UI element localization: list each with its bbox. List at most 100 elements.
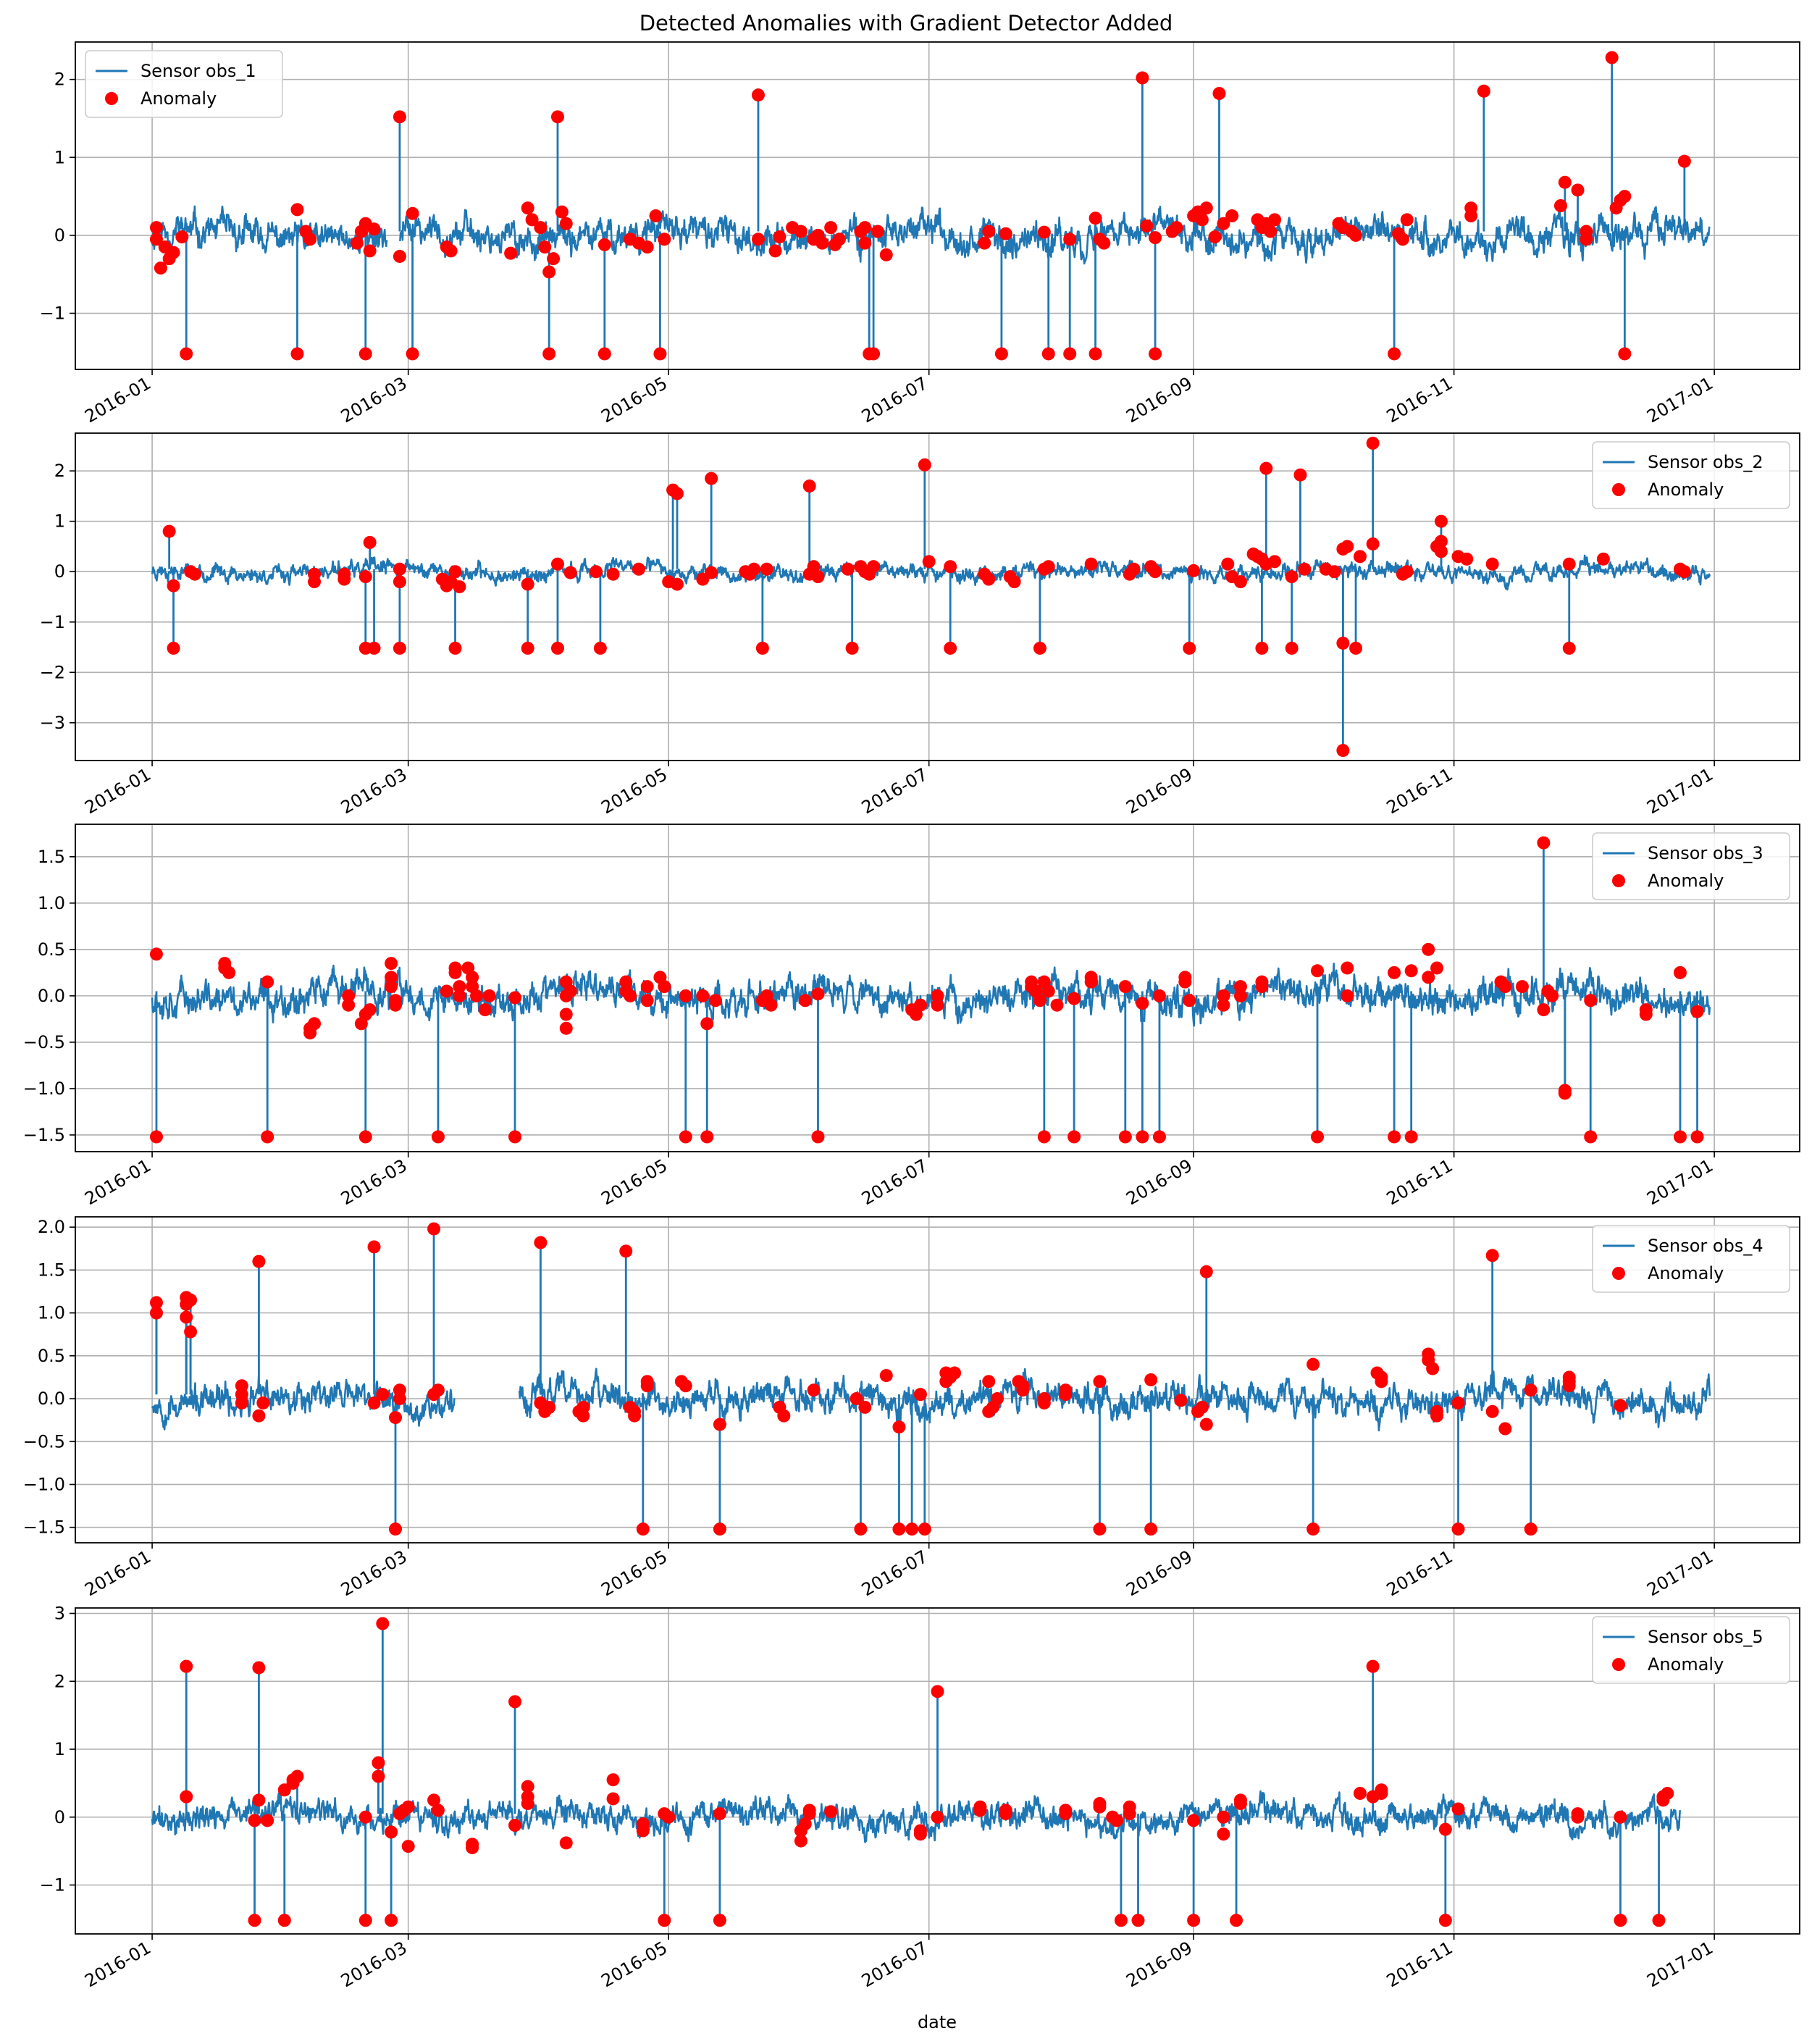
anomaly-point (1187, 564, 1201, 577)
anomaly-point (559, 1008, 573, 1021)
anomaly-point (521, 1797, 534, 1810)
x-tick-label: 2016-09 (1123, 1938, 1196, 1991)
y-tick-label: 1.5 (38, 847, 65, 867)
x-tick-label: 2017-01 (1643, 1546, 1716, 1600)
anomaly-point (1033, 994, 1046, 1008)
anomaly-point (802, 1804, 816, 1817)
anomaly-point (466, 1840, 479, 1854)
anomaly-point (1199, 1417, 1213, 1431)
anomaly-point (393, 110, 406, 124)
anomaly-point (922, 555, 936, 569)
anomaly-point (1558, 1086, 1572, 1100)
anomaly-point (713, 1807, 726, 1821)
anomaly-point (175, 230, 189, 244)
anomaly-point (440, 984, 453, 998)
spikes (168, 443, 1571, 751)
anomaly-point (1545, 989, 1559, 1002)
anomaly-point (1217, 217, 1230, 230)
anomaly-point (1007, 575, 1021, 589)
anomaly-point (358, 1914, 372, 1927)
anomaly-point (1068, 1130, 1081, 1144)
anomaly-point (550, 641, 564, 655)
anomaly-point (824, 221, 838, 235)
anomaly-point (385, 1825, 398, 1839)
anomaly-point (1562, 1375, 1576, 1389)
anomaly-point (1537, 1003, 1551, 1017)
anomaly-point (1485, 1404, 1499, 1418)
anomaly-point (1349, 641, 1363, 655)
anomaly-point (1673, 966, 1687, 979)
anomaly-point (290, 347, 304, 361)
anomaly-point (1349, 228, 1363, 242)
grid (75, 42, 1800, 369)
anomaly-point (1336, 636, 1350, 650)
grid (75, 1217, 1800, 1543)
anomaly-point (1404, 1130, 1418, 1144)
anomaly-point (482, 989, 496, 1002)
y-tick-label: 0 (54, 1807, 65, 1827)
y-tick-label: −0.5 (23, 1431, 65, 1452)
legend-label-sensor: Sensor obs_5 (1648, 1627, 1763, 1647)
anomaly-point (679, 1130, 692, 1144)
x-tick-label: 2016-11 (1383, 764, 1456, 818)
y-tick-label: 3 (54, 1604, 65, 1624)
subplots-container: 2 1 0 −1 2016-01 2016-03 2016-05 2016-07 2016-09… (23, 41, 1800, 1991)
legend-label-sensor: Sensor obs_4 (1648, 1236, 1763, 1256)
anomaly-point (350, 236, 364, 250)
y-tick-label: −1.0 (23, 1474, 65, 1494)
legend-label-anomaly: Anomaly (1648, 871, 1724, 891)
anomaly-point (431, 1130, 445, 1144)
x-tick-label: 2016-05 (597, 1155, 671, 1209)
legend-box (1592, 832, 1790, 900)
anomaly-point (389, 1522, 403, 1536)
anomaly-point (1434, 514, 1448, 528)
anomaly-point (1690, 1005, 1704, 1018)
anomaly-point (1221, 557, 1235, 571)
anomaly-point (1268, 555, 1282, 569)
anomaly-point (547, 252, 561, 266)
axes-frame (75, 1216, 1800, 1544)
anomaly-point (1571, 183, 1585, 197)
anomaly-point (1422, 971, 1435, 984)
legend-label-sensor: Sensor obs_2 (1648, 452, 1763, 472)
anomaly-point (1306, 1522, 1320, 1536)
anomaly-point (525, 213, 539, 227)
anomaly-point (149, 947, 163, 961)
anomaly-point (252, 1255, 266, 1268)
anomaly-point (1144, 1373, 1158, 1386)
anomaly-point (1434, 535, 1448, 548)
anomaly-point (1404, 964, 1418, 978)
anomaly-point (1089, 211, 1102, 225)
anomaly-point (248, 1814, 261, 1827)
anomaly-point (640, 980, 654, 994)
anomaly-point (713, 1522, 726, 1536)
anomaly-point (794, 1834, 808, 1848)
anomaly-point (1605, 51, 1619, 64)
anomaly-point (999, 1807, 1012, 1821)
anomaly-point (542, 1400, 556, 1414)
anomaly-point (538, 240, 552, 254)
anomaly-point (1596, 552, 1610, 566)
anomaly-point (696, 989, 710, 1002)
anomaly-point (768, 244, 782, 258)
anomaly-point (1187, 1914, 1201, 1927)
anomaly-point (1037, 225, 1051, 239)
anomaly-point (372, 1769, 385, 1783)
subplot-2: 2 1 0 −1 −2 −3 2016-01 2016-03 2016-05 2016-07 201… (40, 432, 1800, 818)
anomaly-point (504, 246, 518, 260)
axes-frame (75, 1607, 1800, 1935)
anomaly-point (376, 1388, 390, 1402)
anomaly-point (918, 458, 931, 472)
anomaly-point (1558, 175, 1572, 189)
x-tick-label: 2016-07 (858, 1155, 931, 1209)
anomaly-point (1614, 1914, 1627, 1927)
anomaly-point (913, 998, 927, 1012)
anomaly-point (1341, 961, 1354, 975)
anomaly-point (393, 562, 406, 576)
anomaly-point (1618, 347, 1632, 361)
legend-marker-swatch (1612, 1658, 1625, 1671)
anomaly-point (563, 984, 577, 998)
anomaly-point (1149, 565, 1162, 579)
anomaly-point (1174, 1394, 1188, 1407)
anomaly-point (448, 966, 462, 979)
